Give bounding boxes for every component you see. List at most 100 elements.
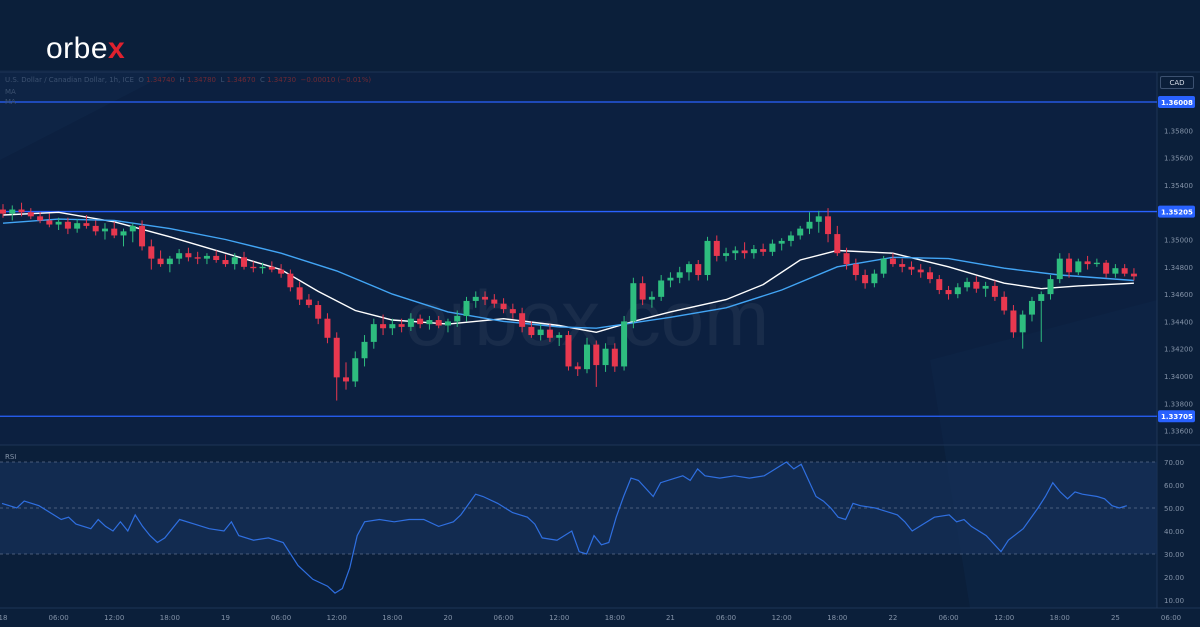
candle-body <box>797 228 804 236</box>
rsi-tick-label: 20.00 <box>1164 574 1184 582</box>
candle-body <box>46 220 53 225</box>
candle-body <box>769 243 776 252</box>
candle-body <box>259 266 266 269</box>
price-tick-label: 1.34800 <box>1164 264 1193 272</box>
candle-body <box>64 221 71 229</box>
price-tick-label: 1.35800 <box>1164 127 1193 135</box>
time-tick-label: 12:00 <box>327 614 347 622</box>
candle-body <box>973 281 980 289</box>
indicator-ma-2[interactable]: MA <box>5 98 16 106</box>
candle-body <box>454 315 461 322</box>
candle-body <box>203 255 210 259</box>
candle-body <box>621 321 628 367</box>
price-tick-label: 1.33600 <box>1164 428 1193 436</box>
price-tick-label: 1.33800 <box>1164 400 1193 408</box>
level-badge <box>1158 205 1195 218</box>
candle-body <box>1093 262 1100 265</box>
candle-body <box>55 221 62 225</box>
candle-body <box>787 235 794 241</box>
ma-line-white <box>2 211 1134 334</box>
time-tick-label: 06:00 <box>716 614 736 622</box>
candle-body <box>1084 261 1091 265</box>
candle-body <box>584 344 591 370</box>
candle-body <box>389 324 396 329</box>
price-tick-label: 1.34000 <box>1164 373 1193 381</box>
candle-body <box>546 329 553 338</box>
price-tick-label: 1.34600 <box>1164 291 1193 299</box>
candle-body <box>268 266 275 270</box>
time-tick-label: 18:00 <box>1050 614 1070 622</box>
candle-body <box>537 329 544 336</box>
candle-body <box>500 303 507 310</box>
candle-body <box>417 318 424 325</box>
time-tick-label: 18:00 <box>160 614 180 622</box>
candle-body <box>176 253 183 259</box>
candle-body <box>704 240 711 276</box>
candle-body <box>889 258 896 265</box>
candle-body <box>352 358 359 382</box>
candle-body <box>241 257 248 267</box>
candle-body <box>315 305 322 319</box>
open-value: 1.34740 <box>146 76 176 84</box>
logo-text: orbe <box>46 32 109 65</box>
candle-body <box>1121 268 1128 274</box>
candle-body <box>593 344 600 366</box>
candle-body <box>509 309 516 314</box>
time-tick-label: 18:00 <box>382 614 402 622</box>
symbol-label: U.S. Dollar / Canadian Dollar, 1h, ICE <box>5 76 134 84</box>
candle-body <box>528 326 535 336</box>
time-tick-label: 06:00 <box>1161 614 1181 622</box>
rsi-tick-label: 60.00 <box>1164 482 1184 490</box>
candle-body <box>101 228 108 232</box>
candle-body <box>37 216 44 221</box>
candle-body <box>667 277 674 281</box>
time-tick-label: 12:00 <box>772 614 792 622</box>
rsi-tick-label: 30.00 <box>1164 551 1184 559</box>
candle-body <box>0 209 6 214</box>
time-tick-label: 06:00 <box>938 614 958 622</box>
candle-body <box>806 221 813 229</box>
candle-body <box>815 216 822 222</box>
candle-body <box>834 234 841 254</box>
currency-badge[interactable]: CAD <box>1160 76 1194 89</box>
candle-body <box>278 269 285 274</box>
candle-body <box>639 283 646 300</box>
change-value: −0.00010 (−0.01%) <box>300 76 372 84</box>
candle-body <box>92 225 99 232</box>
candle-body <box>463 300 470 316</box>
candle-body <box>305 299 312 306</box>
candle-body <box>723 253 730 256</box>
price-tick-label: 1.35400 <box>1164 182 1193 190</box>
candle-body <box>324 318 331 338</box>
candle-body <box>1038 294 1045 301</box>
candle-body <box>120 231 127 236</box>
level-badge <box>1158 410 1195 423</box>
candle-body <box>852 264 859 276</box>
rsi-tick-label: 10.00 <box>1164 597 1184 605</box>
rsi-tick-label: 70.00 <box>1164 459 1184 467</box>
candle-body <box>685 264 692 273</box>
candle-body <box>250 266 257 269</box>
candle-body <box>213 255 220 261</box>
candle-body <box>732 250 739 254</box>
time-tick-label: 06:00 <box>271 614 291 622</box>
time-tick-label: 12:00 <box>104 614 124 622</box>
candle-body <box>945 290 952 295</box>
candle-body <box>1075 261 1082 273</box>
time-tick-label: 12:00 <box>549 614 569 622</box>
candle-body <box>444 321 451 326</box>
candle-body <box>1066 258 1073 273</box>
candle-body <box>9 209 16 214</box>
time-tick-label: 06:00 <box>493 614 513 622</box>
candle-body <box>917 269 924 273</box>
decor-shape-top-left <box>0 70 175 160</box>
candle-body <box>750 249 757 254</box>
time-tick-label: 20 <box>443 614 452 622</box>
candle-body <box>778 240 785 244</box>
rsi-line <box>1 461 1127 594</box>
candle-body <box>194 257 201 259</box>
indicator-ma-1[interactable]: MA <box>5 88 16 96</box>
candle-body <box>491 299 498 304</box>
candle-body <box>936 279 943 291</box>
candle-body <box>713 240 720 256</box>
